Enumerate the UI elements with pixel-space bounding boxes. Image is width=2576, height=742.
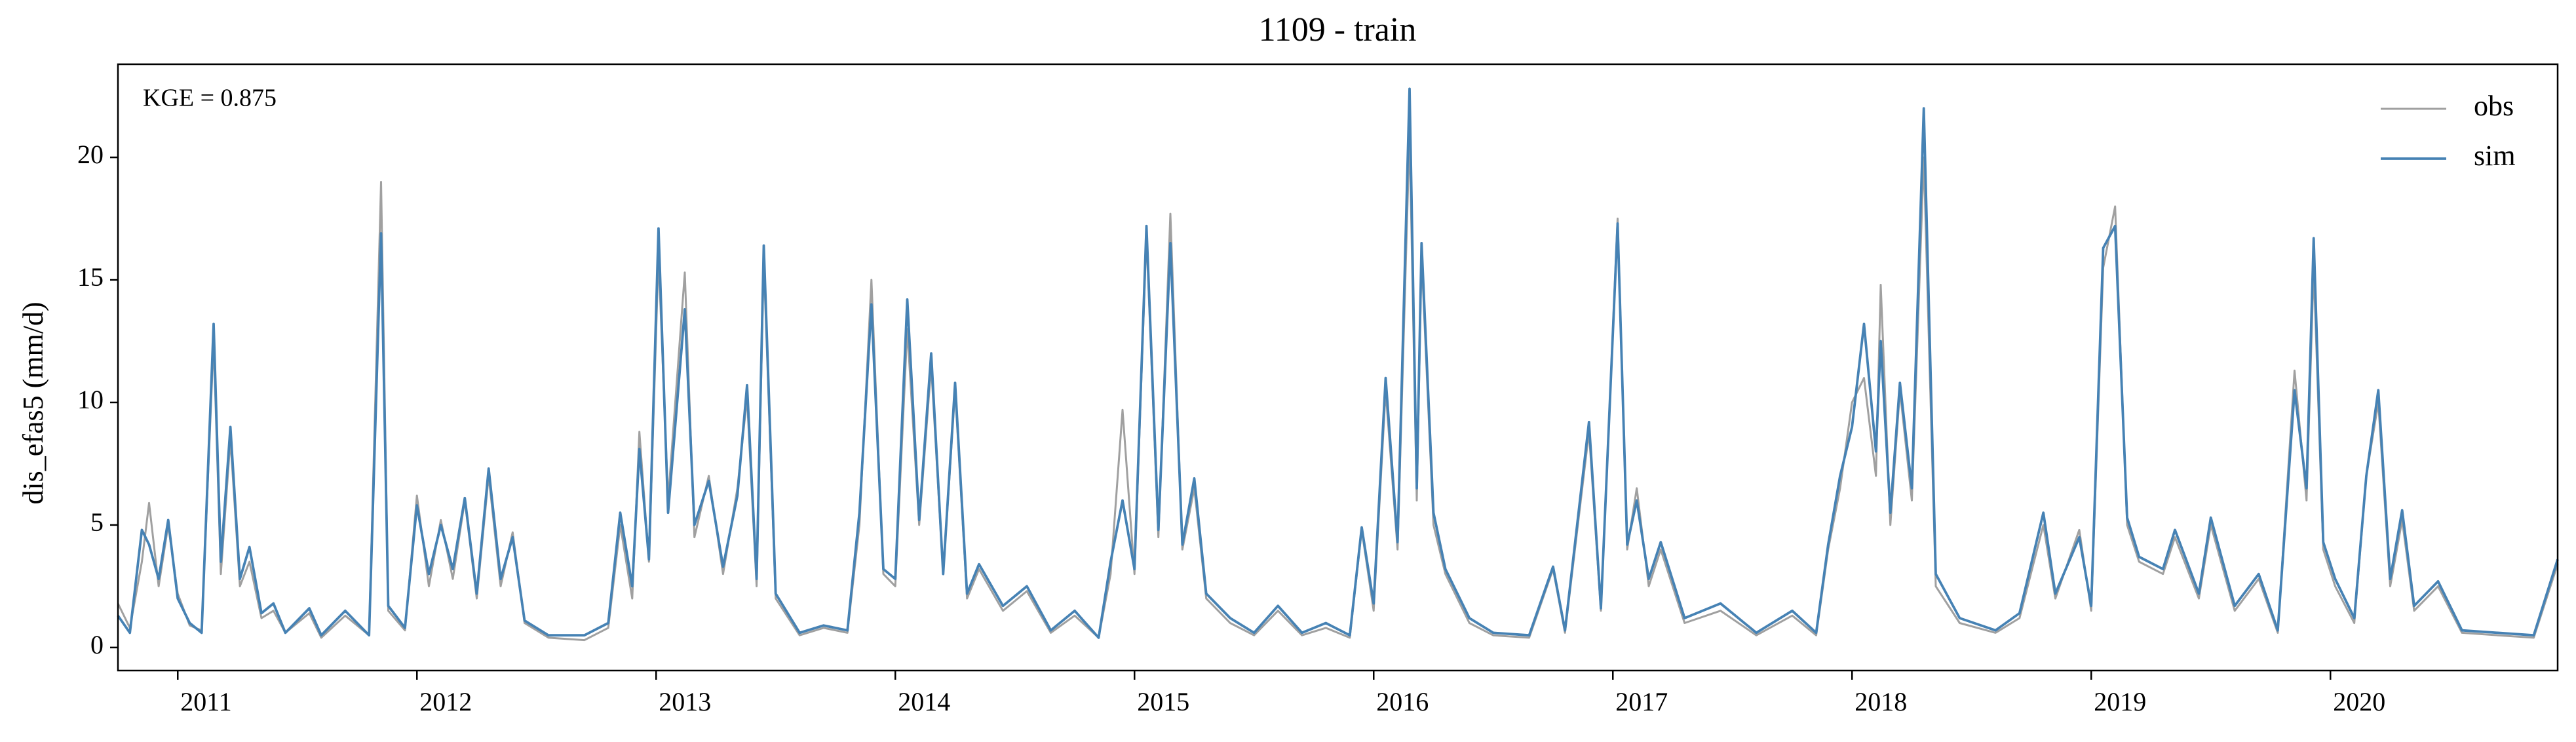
- y-axis-label: dis_efas5 (mm/d): [17, 302, 49, 504]
- y-tick-label: 15: [77, 262, 104, 292]
- chart-title: 1109 - train: [1259, 11, 1417, 49]
- x-tick-label: 2014: [898, 687, 950, 716]
- y-tick-label: 5: [90, 507, 104, 537]
- x-tick-label: 2018: [1855, 687, 1907, 716]
- y-tick-label: 20: [77, 140, 104, 169]
- x-tick-label: 2015: [1137, 687, 1189, 716]
- series-line: [117, 87, 2559, 639]
- legend-label: obs: [2474, 90, 2514, 122]
- x-tick-label: 2011: [180, 687, 232, 716]
- x-tick-label: 2012: [419, 687, 472, 716]
- legend-label: sim: [2474, 140, 2516, 172]
- series-line: [117, 132, 2559, 642]
- y-tick-label: 0: [90, 630, 104, 659]
- annotation: KGE = 0.875: [143, 85, 277, 112]
- plot-frame: [117, 63, 2559, 672]
- x-tick-label: 2020: [2333, 687, 2385, 716]
- x-tick-label: 2013: [659, 687, 711, 716]
- x-tick-label: 2017: [1615, 687, 1668, 716]
- y-tick-label: 10: [77, 385, 104, 414]
- x-tick-label: 2016: [1376, 687, 1429, 716]
- x-tick-label: 2019: [2094, 687, 2146, 716]
